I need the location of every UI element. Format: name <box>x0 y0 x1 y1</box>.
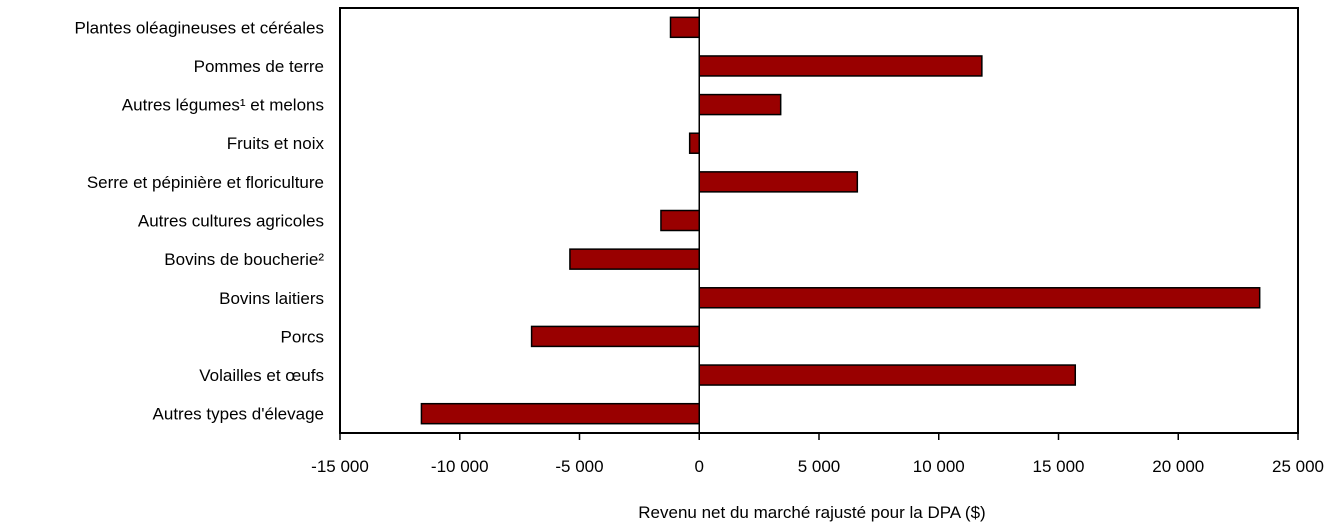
x-tick-label: 5 000 <box>798 457 841 476</box>
x-tick-label: 25 000 <box>1272 457 1324 476</box>
category-label: Bovins de boucherie² <box>164 250 324 269</box>
x-tick-label: 15 000 <box>1033 457 1085 476</box>
category-label: Autres cultures agricoles <box>138 212 324 231</box>
bar <box>660 209 700 232</box>
bar <box>698 93 782 116</box>
bar <box>698 55 983 77</box>
category-label: Porcs <box>281 327 324 346</box>
category-label: Serre et pépinière et floriculture <box>87 173 324 192</box>
category-label: Autres légumes¹ et melons <box>122 96 324 115</box>
bar <box>530 325 700 348</box>
x-tick-label: 0 <box>695 457 704 476</box>
category-label: Volailles et œufs <box>199 366 324 385</box>
category-label: Pommes de terre <box>194 57 324 76</box>
bar <box>569 248 700 270</box>
x-tick-label: -10 000 <box>431 457 489 476</box>
category-label: Bovins laitiers <box>219 289 324 308</box>
bar <box>698 171 859 193</box>
category-label: Plantes oléagineuses et céréales <box>75 18 325 37</box>
bars-group <box>420 16 1261 425</box>
category-label: Fruits et noix <box>227 134 325 153</box>
x-tick-label: -15 000 <box>311 457 369 476</box>
bar <box>669 16 701 39</box>
x-tick-label: 10 000 <box>913 457 965 476</box>
x-ticks: -15 000 -10 000 -5 000 0 5 000 10 000 15 000 20… <box>311 433 1324 476</box>
plot-area <box>339 7 1299 434</box>
category-labels: Plantes oléagineuses et céréales Pommes d… <box>75 18 325 423</box>
x-axis-title: Revenu net du marché rajusté pour la DPA… <box>638 503 985 522</box>
bar <box>420 402 700 425</box>
bar <box>698 287 1261 309</box>
category-label: Autres types d'élevage <box>153 405 324 424</box>
bar <box>698 364 1077 386</box>
x-tick-label: 20 000 <box>1152 457 1204 476</box>
bar <box>688 132 700 154</box>
x-tick-label: -5 000 <box>555 457 603 476</box>
